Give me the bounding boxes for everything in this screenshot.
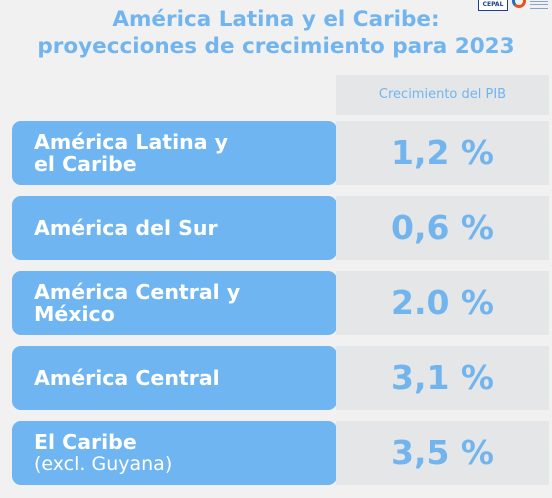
partner-logo-text-icon — [530, 0, 548, 10]
growth-value: 3,5 % — [336, 421, 549, 485]
partner-logo-icon — [512, 0, 526, 10]
table-row-latin-america-caribbean: América Latina y el Caribe 1,2 % — [12, 121, 549, 185]
table-row-caribbean: El Caribe (excl. Guyana) 3,5 % — [12, 421, 549, 485]
region-label-line-1: El Caribe — [34, 430, 137, 454]
growth-value: 3,1 % — [336, 346, 549, 410]
growth-value: 0,6 % — [336, 196, 549, 260]
growth-value: 2.0 % — [336, 271, 549, 335]
logo-group: CEPAL — [478, 0, 548, 11]
region-label-line-1: América Latina y — [34, 130, 229, 154]
region-label-line-2: el Caribe — [34, 152, 137, 176]
region-label: El Caribe (excl. Guyana) — [12, 421, 337, 485]
region-label-line-1: América Central y — [34, 280, 241, 304]
chart-title-line-2: proyecciones de crecimiento para 2023 — [37, 34, 515, 59]
region-label: América Latina y el Caribe — [12, 121, 337, 185]
region-label-line-2: México — [34, 302, 115, 326]
region-label: América Central y México — [12, 271, 337, 335]
region-label: América del Sur — [12, 196, 337, 260]
region-label-line-1: América Central — [34, 366, 220, 390]
table-row-south-america: América del Sur 0,6 % — [12, 196, 549, 260]
chart-title-line-1: América Latina y el Caribe: — [112, 7, 440, 32]
region-label-line-2: (excl. Guyana) — [34, 453, 173, 475]
column-header-gdp-growth: Crecimiento del PIB — [336, 75, 549, 115]
chart-title: América Latina y el Caribe: proyecciones… — [0, 6, 552, 60]
growth-value: 1,2 % — [336, 121, 549, 185]
cepal-logo: CEPAL — [478, 0, 508, 11]
table-row-central-america-mexico: América Central y México 2.0 % — [12, 271, 549, 335]
region-label: América Central — [12, 346, 337, 410]
table-row-central-america: América Central 3,1 % — [12, 346, 549, 410]
region-label-line-1: América del Sur — [34, 216, 218, 240]
